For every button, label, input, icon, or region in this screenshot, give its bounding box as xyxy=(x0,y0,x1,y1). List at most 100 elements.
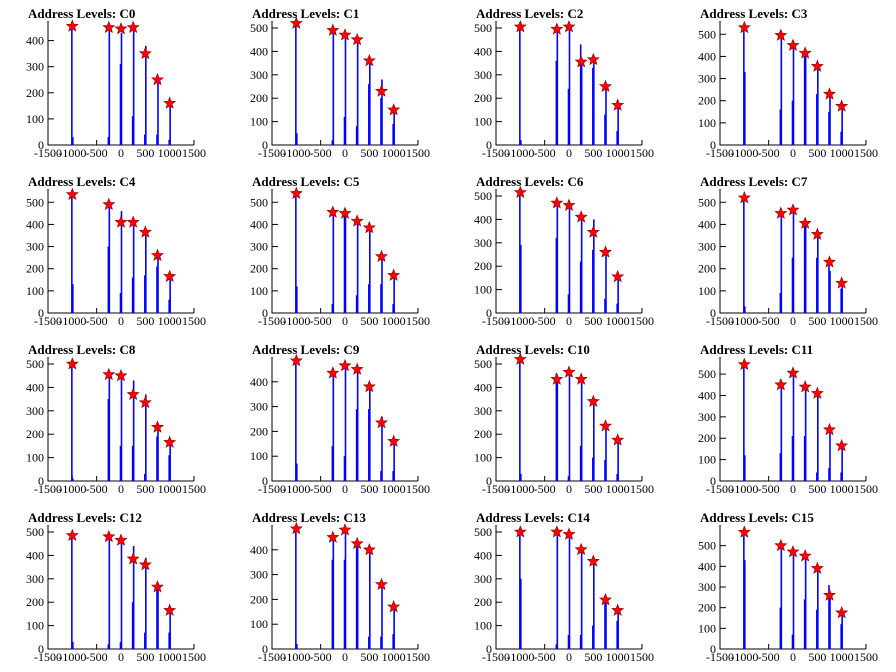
y-tick-label: 400 xyxy=(26,34,44,48)
peak-star-marker xyxy=(513,20,527,33)
peak-star-marker xyxy=(326,23,340,36)
data-bar xyxy=(828,111,830,145)
peak-star-marker xyxy=(810,227,824,240)
data-bar xyxy=(579,634,582,649)
data-bar xyxy=(72,284,74,313)
data-bar xyxy=(616,130,618,145)
peak-star-marker xyxy=(599,79,612,93)
chart-panel-c2: Address Levels: C20100200300400500-1500-… xyxy=(474,6,654,160)
data-bar xyxy=(604,298,606,313)
data-bar xyxy=(157,429,159,481)
data-bar xyxy=(355,126,358,145)
y-tick-label: 400 xyxy=(474,212,492,226)
y-tick-label: 0 xyxy=(262,138,268,152)
y-tick-label: 0 xyxy=(710,138,716,152)
y-tick-label: 0 xyxy=(38,642,44,656)
x-tick-label: 0 xyxy=(790,482,796,496)
y-tick-label: 200 xyxy=(698,262,716,276)
x-tick-label: 1000 xyxy=(830,650,854,664)
y-tick-label: 400 xyxy=(474,548,492,562)
x-tick-label: 1500 xyxy=(182,650,206,664)
data-bar xyxy=(803,226,806,313)
y-tick-label: 400 xyxy=(250,543,268,557)
y-tick-label: 100 xyxy=(474,451,492,465)
peak-star-marker xyxy=(574,55,588,68)
chart-title: Address Levels: C11 xyxy=(700,342,813,357)
peak-star-marker xyxy=(611,603,625,616)
x-tick-label: -500 xyxy=(534,146,556,160)
data-bar xyxy=(331,304,334,313)
chart-title: Address Levels: C10 xyxy=(476,342,590,357)
data-bar xyxy=(605,254,607,313)
data-bar xyxy=(617,277,619,313)
peak-star-marker xyxy=(774,28,788,41)
data-bar xyxy=(829,431,831,481)
data-bar xyxy=(157,255,159,313)
x-tick-label: -1500 xyxy=(482,650,510,664)
data-bar xyxy=(332,374,335,481)
y-tick-label: 300 xyxy=(698,580,716,594)
x-tick-label: -1500 xyxy=(258,146,286,160)
y-tick-label: 0 xyxy=(38,306,44,320)
data-bar xyxy=(71,536,73,649)
data-bar xyxy=(580,63,583,145)
peak-star-marker xyxy=(774,538,788,552)
peak-star-marker xyxy=(326,205,340,218)
peak-star-marker xyxy=(126,215,140,228)
peak-star-marker xyxy=(586,225,600,238)
peak-star-marker xyxy=(586,52,600,66)
chart-panel-c7: Address Levels: C70100200300400500-1500-… xyxy=(698,174,878,328)
y-tick-label: 200 xyxy=(474,91,492,105)
data-bar xyxy=(744,560,746,649)
x-tick-label: 500 xyxy=(360,314,378,328)
x-tick-label: 500 xyxy=(360,482,378,496)
y-tick-label: 200 xyxy=(698,431,716,445)
data-bar xyxy=(568,28,571,145)
x-tick-label: 1500 xyxy=(854,146,878,160)
data-bar xyxy=(817,570,819,649)
x-tick-label: -1000 xyxy=(282,650,310,664)
data-bar xyxy=(119,445,122,481)
peak-star-marker xyxy=(326,530,340,543)
peak-star-marker xyxy=(513,185,527,199)
peak-star-marker xyxy=(586,394,600,407)
peak-star-marker xyxy=(611,433,625,446)
x-tick-label: 1500 xyxy=(854,482,878,496)
data-bar xyxy=(829,96,831,145)
y-tick-label: 500 xyxy=(698,539,716,553)
peak-star-marker xyxy=(126,20,140,34)
x-tick-label: 1000 xyxy=(158,146,182,160)
chart-panel-c9: Address Levels: C9 0 100 200 300 400 -1500-100… xyxy=(250,342,430,496)
x-tick-label: -500 xyxy=(758,482,780,496)
data-bar xyxy=(368,84,370,145)
x-tick-label: -500 xyxy=(86,650,108,664)
x-tick-label: -500 xyxy=(310,146,332,160)
data-bar xyxy=(792,553,795,649)
data-bar xyxy=(343,456,346,481)
data-bar xyxy=(779,453,782,481)
x-tick-label: 500 xyxy=(584,650,602,664)
x-tick-label: 1500 xyxy=(854,650,878,664)
data-bar xyxy=(592,457,594,481)
peak-star-marker xyxy=(65,19,79,32)
data-bar xyxy=(119,641,122,649)
x-tick-label: -500 xyxy=(534,650,556,664)
y-tick-label: 300 xyxy=(26,240,44,254)
data-bar xyxy=(344,37,347,145)
chart-panel-c15: Address Levels: C15 0 100 200 300 400 500 -1500… xyxy=(698,510,878,664)
peak-star-marker xyxy=(823,255,836,268)
data-bar xyxy=(169,277,171,313)
data-bar xyxy=(120,32,123,145)
data-bar xyxy=(780,36,783,145)
data-bar xyxy=(344,213,347,313)
peak-star-marker xyxy=(550,196,564,209)
data-bar xyxy=(520,140,522,145)
data-bar xyxy=(108,375,111,481)
x-tick-label: 1500 xyxy=(406,314,430,328)
data-bar xyxy=(580,380,583,481)
data-bar xyxy=(567,88,570,145)
y-tick-label: 400 xyxy=(250,375,268,389)
data-bar xyxy=(779,109,782,145)
y-tick-label: 500 xyxy=(474,525,492,539)
peak-star-marker xyxy=(611,98,625,111)
